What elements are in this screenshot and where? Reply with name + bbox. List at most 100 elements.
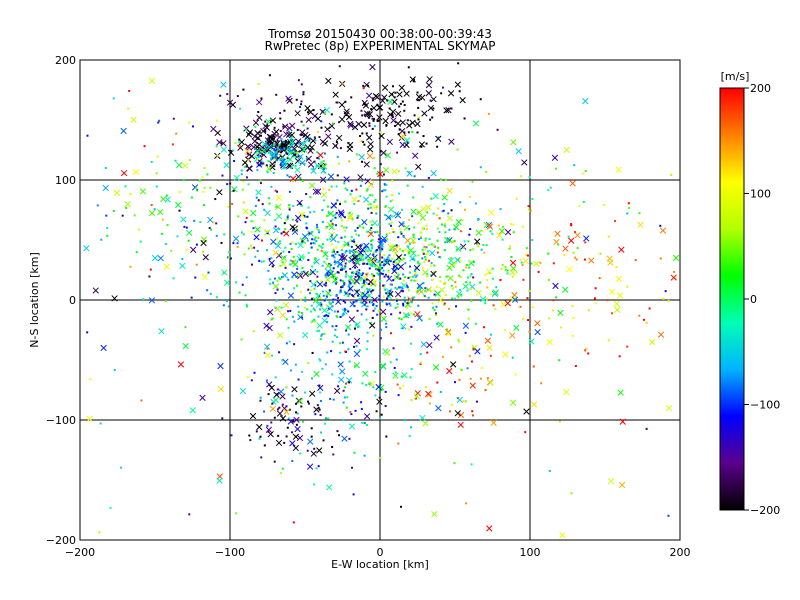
- data-point-dot: [231, 202, 234, 205]
- data-point-dot: [278, 148, 281, 151]
- data-point-dot: [524, 431, 527, 434]
- data-point-x: [369, 63, 376, 71]
- data-point-dot: [327, 315, 330, 318]
- data-point-dot: [526, 254, 529, 257]
- data-point-dot: [323, 283, 326, 286]
- data-point-dot: [258, 131, 261, 134]
- data-point-x: [510, 139, 517, 146]
- data-point-dot: [414, 271, 417, 274]
- data-point-dot: [388, 302, 391, 305]
- data-point-dot: [453, 462, 456, 465]
- data-point-dot: [272, 154, 275, 157]
- data-point-dot: [222, 304, 225, 307]
- data-point-dot: [271, 317, 274, 320]
- data-point-x: [328, 223, 335, 231]
- data-point-dot: [331, 300, 334, 303]
- data-point-dot: [366, 188, 369, 191]
- data-point-dot: [313, 242, 316, 245]
- data-point-dot: [438, 231, 441, 234]
- data-point-dot: [471, 410, 474, 413]
- data-point-x: [294, 425, 301, 433]
- data-point-x: [361, 297, 368, 304]
- data-point-dot: [340, 268, 343, 271]
- data-point-dot: [392, 279, 395, 282]
- data-point-dot: [270, 318, 273, 321]
- data-point-x: [364, 253, 372, 260]
- data-point-x: [297, 314, 304, 321]
- data-point-x: [304, 133, 311, 141]
- data-point-dot: [353, 365, 356, 368]
- data-point-x: [395, 110, 402, 117]
- data-point-dot: [311, 238, 314, 241]
- data-point-x: [302, 270, 309, 278]
- data-point-dot: [226, 93, 229, 96]
- data-point-dot: [348, 437, 351, 440]
- data-point-dot: [251, 247, 254, 250]
- data-point-dot: [236, 242, 239, 245]
- data-point-dot: [302, 93, 305, 96]
- data-point-x: [313, 406, 320, 413]
- data-point-dot: [470, 273, 473, 276]
- data-point-dot: [421, 248, 424, 251]
- data-point-dot: [369, 206, 372, 209]
- data-point-dot: [464, 331, 467, 334]
- data-point-dot: [436, 214, 439, 217]
- data-point-dot: [344, 100, 347, 103]
- data-point-dot: [399, 311, 402, 314]
- data-point-dot: [273, 460, 276, 463]
- data-point-dot: [374, 370, 377, 373]
- data-point-x: [367, 181, 375, 189]
- data-point-x: [376, 398, 383, 405]
- data-point-x: [283, 408, 290, 416]
- data-point-dot: [374, 307, 377, 310]
- data-point-dot: [379, 239, 382, 242]
- data-point-dot: [395, 299, 398, 302]
- data-point-dot: [256, 249, 259, 252]
- data-point-dot: [175, 132, 178, 135]
- data-point-dot: [485, 244, 488, 247]
- data-point-dot: [557, 243, 560, 246]
- data-point-dot: [334, 224, 337, 227]
- data-point-dot: [383, 259, 386, 262]
- data-point-dot: [400, 232, 403, 235]
- data-point-x: [295, 397, 302, 404]
- data-point-x: [347, 120, 354, 128]
- data-point-dot: [368, 301, 371, 304]
- data-point-x: [245, 131, 253, 138]
- data-point-x: [264, 352, 271, 359]
- data-point-dot: [486, 286, 489, 289]
- data-point-x: [325, 77, 332, 85]
- data-point-dot: [499, 208, 502, 211]
- data-point-dot: [266, 424, 269, 427]
- data-point-x: [509, 269, 516, 276]
- data-point-dot: [400, 289, 403, 292]
- data-point-x: [419, 214, 426, 221]
- data-point-dot: [253, 371, 256, 374]
- data-point-dot: [394, 253, 397, 256]
- data-point-dot: [369, 194, 372, 197]
- data-point-dot: [268, 140, 271, 143]
- data-point-dot: [243, 166, 246, 169]
- data-point-dot: [489, 333, 492, 336]
- data-point-dot: [215, 145, 218, 148]
- data-point-dot: [576, 247, 579, 250]
- data-point-dot: [470, 463, 473, 466]
- data-point-dot: [474, 202, 477, 205]
- data-point-x: [158, 328, 165, 335]
- data-point-dot: [383, 254, 386, 257]
- data-point-dot: [250, 379, 253, 382]
- data-point-dot: [299, 290, 302, 293]
- data-point-dot: [368, 263, 371, 266]
- data-point-dot: [307, 402, 310, 405]
- data-point-dot: [390, 257, 393, 260]
- data-point-dot: [365, 132, 368, 135]
- data-point-x: [619, 418, 626, 425]
- data-point-x: [272, 283, 280, 290]
- data-point-x: [391, 267, 398, 275]
- data-point-dot: [324, 284, 327, 287]
- data-point-x: [455, 245, 462, 252]
- data-point-x: [253, 234, 260, 241]
- data-point-dot: [421, 226, 424, 229]
- data-point-x: [347, 275, 354, 282]
- data-point-dot: [403, 254, 406, 257]
